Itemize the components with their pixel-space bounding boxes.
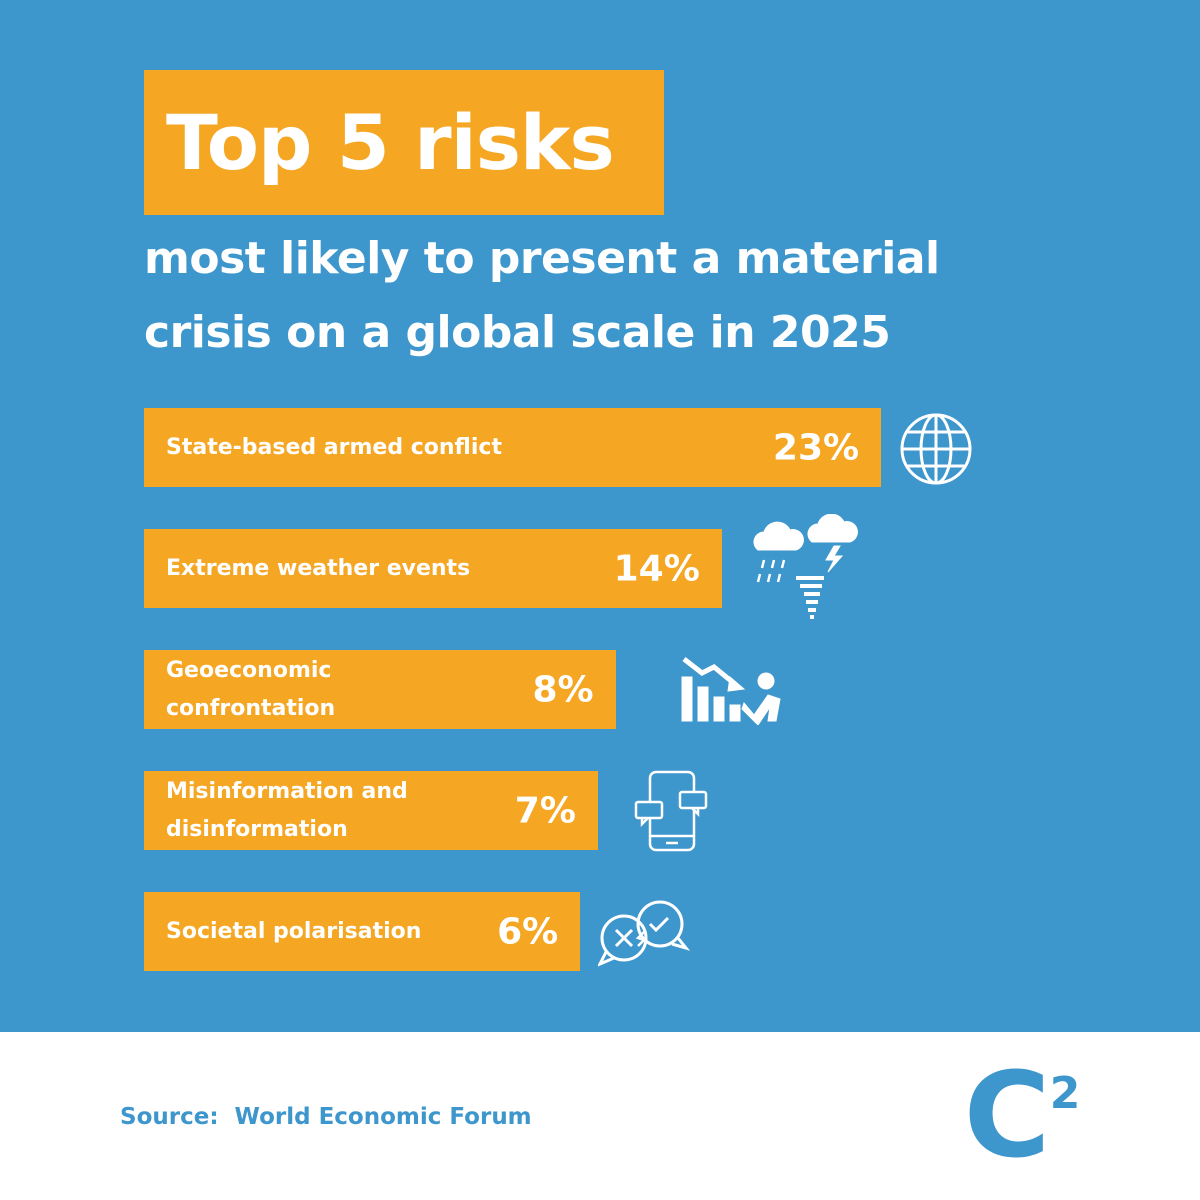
category-label: Geoeconomic confrontation: [166, 657, 336, 721]
value-label: 7%: [514, 790, 576, 831]
value-label: 14%: [613, 548, 700, 589]
title-box: Top 5 risks: [144, 70, 664, 215]
decline-icon: [681, 657, 781, 725]
value-label: 23%: [772, 427, 860, 468]
weather-icon: [753, 514, 858, 619]
bar: Societal polarisation 6%: [144, 892, 581, 971]
title: Top 5 risks: [166, 98, 615, 187]
subtitle: most likely to present a material crisis…: [144, 233, 940, 358]
logo-letter: C: [964, 1068, 1051, 1178]
bar: Extreme weather events 14%: [144, 529, 722, 608]
value-label: 8%: [532, 669, 594, 710]
bar: State-based armed conflict 23%: [144, 408, 882, 487]
value-label: 6%: [497, 911, 559, 952]
logo: C 2: [964, 1068, 1081, 1178]
fake-news-icon: [634, 770, 708, 852]
polarisation-icon: [598, 900, 690, 967]
globe-icon: [900, 413, 972, 485]
category-label: Misinformation and disinformation: [166, 778, 408, 842]
logo-superscript: 2: [1050, 1068, 1081, 1119]
category-label: Extreme weather events: [166, 555, 471, 581]
bar: Geoeconomic confrontation 8%: [144, 650, 616, 729]
category-label: State-based armed conflict: [166, 434, 502, 460]
source: Source: World Economic Forum: [120, 1104, 532, 1130]
category-label: Societal polarisation: [166, 918, 422, 944]
bar: Misinformation and disinformation 7%: [144, 771, 598, 850]
